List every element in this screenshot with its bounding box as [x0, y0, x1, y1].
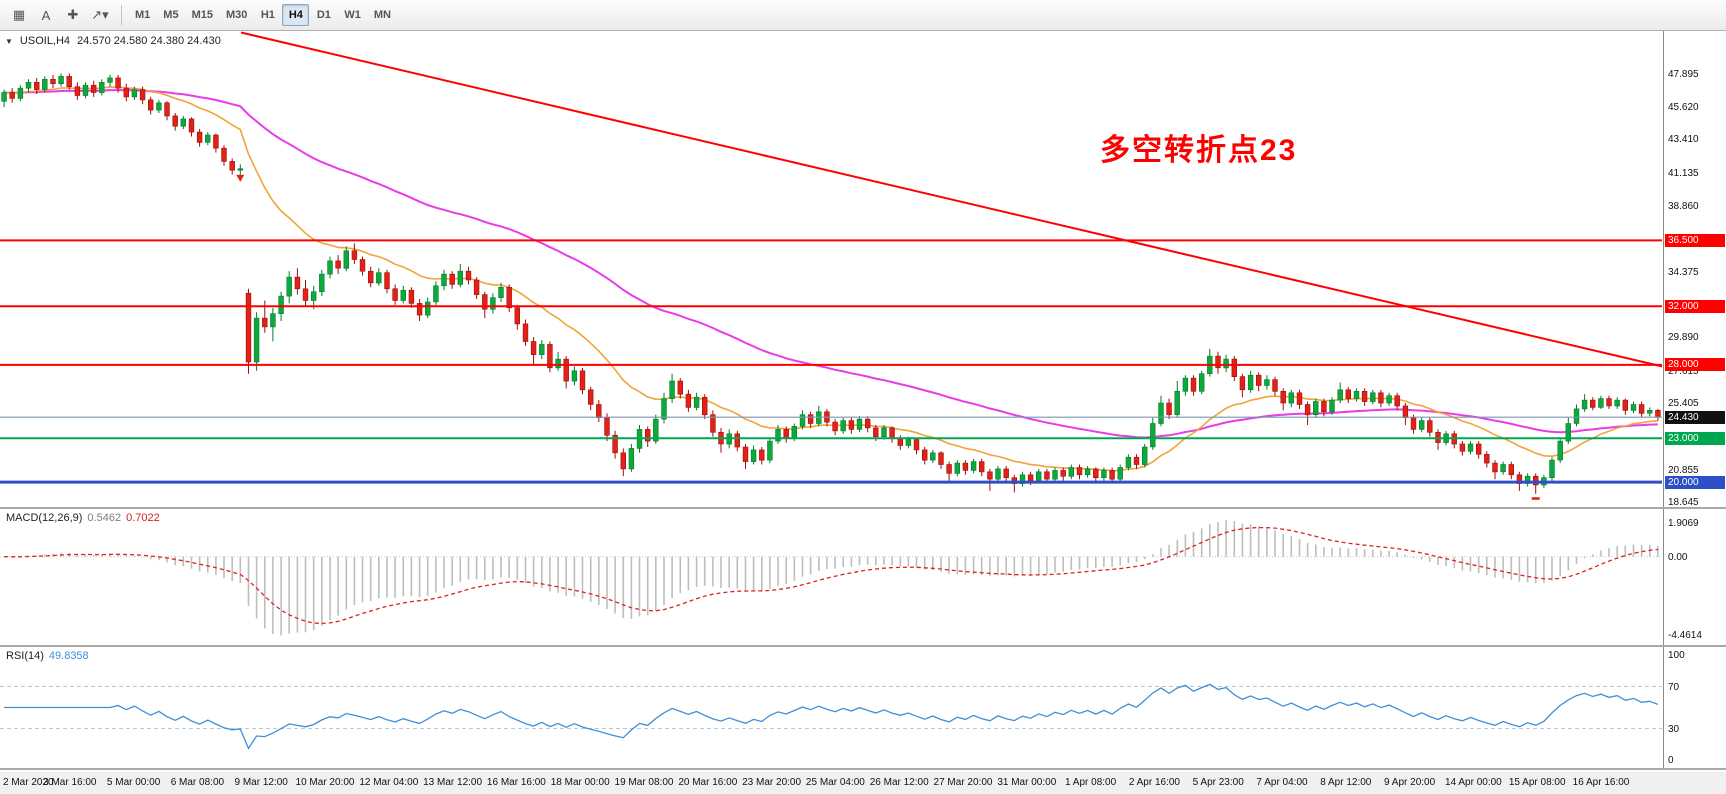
level-price-badge: 36.500 [1665, 233, 1725, 247]
timeframe-m15[interactable]: M15 [191, 9, 213, 21]
time-tick-label: 10 Mar 20:00 [295, 777, 355, 788]
shapes-dropdown-icon[interactable]: ↗▾ [91, 7, 109, 22]
toolbar-separator [121, 5, 122, 25]
time-tick-label: 8 Apr 12:00 [1320, 777, 1372, 788]
time-tick-label: 6 Mar 08:00 [170, 777, 225, 788]
chart-window: 47.895 45.620 43.410 41.135 38.860 34.375 29.8… [0, 31, 1726, 794]
rsi-tick: 70 [1668, 681, 1680, 693]
price-tick: 18.645 [1668, 496, 1699, 508]
price-tick: 29.890 [1668, 332, 1699, 344]
rsi-value: 49.8358 [48, 650, 89, 662]
price-tick: 43.410 [1668, 134, 1699, 146]
quote-header: ▼ USOIL,H4 24.570 24.580 24.380 24.430 [5, 35, 221, 47]
level-price-badge: 28.000 [1665, 358, 1725, 372]
text-tool-icon[interactable]: A [41, 7, 51, 23]
timeframe-m5[interactable]: M5 [163, 9, 179, 21]
price-tick: 38.860 [1668, 200, 1699, 212]
time-tick-label: 5 Apr 23:00 [1192, 777, 1244, 788]
price-tick: 34.375 [1668, 266, 1699, 278]
timeframe-h1[interactable]: H1 [260, 9, 275, 21]
price-axis[interactable]: 47.895 45.620 43.410 41.135 38.860 34.375 29.8… [1663, 31, 1726, 770]
macd-value-signal: 0.7022 [126, 512, 160, 524]
macd-value-main: 0.5462 [87, 512, 122, 524]
time-tick-label: 7 Apr 04:00 [1256, 777, 1308, 788]
price-tick: 20.855 [1668, 464, 1699, 476]
rsi-tick: 0 [1668, 755, 1674, 766]
price-tick: 47.895 [1668, 68, 1699, 80]
timeframe-w1[interactable]: W1 [344, 9, 361, 21]
time-axis[interactable]: 2 Mar 2020 3 Mar 16:00 5 Mar 00:00 6 Mar 08… [0, 772, 1726, 794]
symbol-label: USOIL,H4 [19, 35, 71, 47]
macd-tick: -4.4614 [1668, 630, 1702, 642]
price-tick: 45.620 [1668, 101, 1699, 113]
time-tick-label: 9 Apr 20:00 [1384, 777, 1436, 788]
macd-name: MACD(12,26,9) [6, 512, 83, 524]
timeframe-bar: M1 M5 M15 M30 H1 H4 D1 W1 MN [129, 4, 398, 26]
timeframe-h4[interactable]: H4 [282, 4, 310, 26]
time-tick-label: 16 Mar 16:00 [486, 777, 546, 788]
level-price-badge: 23.000 [1665, 431, 1725, 445]
time-tick-label: 3 Mar 16:00 [43, 777, 97, 788]
panel-separator [0, 768, 1726, 770]
time-tick-label: 14 Apr 00:00 [1445, 777, 1502, 788]
time-tick-label: 15 Apr 08:00 [1508, 777, 1566, 788]
time-tick-label: 1 Apr 08:00 [1065, 777, 1117, 788]
macd-tick: 1.9069 [1668, 518, 1699, 529]
windows-grid-icon[interactable]: ▦ [12, 7, 26, 22]
crosshair-tool-icon[interactable]: ✚ [67, 7, 79, 22]
rsi-canvas[interactable] [0, 647, 1662, 768]
timeframe-d1[interactable]: D1 [316, 9, 331, 21]
price-tick: 25.405 [1668, 397, 1699, 409]
ohlc-values: 24.570 24.580 24.380 24.430 [77, 35, 221, 47]
timeframe-m1[interactable]: M1 [135, 9, 151, 21]
time-tick-label: 2 Mar 2020 [3, 777, 54, 788]
macd-tick: 0.00 [1668, 551, 1688, 563]
timeframe-mn[interactable]: MN [373, 9, 391, 21]
level-price-badge: 32.000 [1665, 299, 1725, 313]
time-tick-label: 31 Mar 00:00 [997, 777, 1057, 788]
collapse-icon[interactable]: ▼ [5, 36, 13, 46]
time-tick-label: 23 Mar 20:00 [742, 777, 802, 788]
macd-canvas[interactable] [0, 509, 1662, 645]
toolbar-tools: ▦ A ✚ ↗▾ [6, 3, 114, 27]
time-tick-label: 13 Mar 12:00 [423, 777, 483, 788]
time-tick-label: 9 Mar 12:00 [234, 777, 288, 788]
rsi-name: RSI(14) [6, 650, 44, 662]
panel-separator[interactable] [0, 507, 1726, 509]
macd-label: MACD(12,26,9) 0.5462 0.7022 [6, 512, 165, 524]
panel-separator[interactable] [0, 645, 1726, 647]
time-tick-label: 12 Mar 04:00 [359, 777, 419, 788]
time-tick-label: 25 Mar 04:00 [805, 777, 865, 788]
time-tick-label: 27 Mar 20:00 [933, 777, 993, 788]
timeframe-m30[interactable]: M30 [225, 9, 248, 21]
rsi-tick: 100 [1668, 650, 1685, 661]
main-chart-canvas[interactable] [0, 31, 1662, 507]
time-tick-label: 16 Apr 16:00 [1572, 777, 1630, 788]
level-price-badge: 20.000 [1665, 475, 1725, 489]
time-tick-label: 20 Mar 16:00 [678, 777, 738, 788]
chart-annotation: 多空转折点23 [1100, 134, 1298, 167]
time-tick-label: 18 Mar 00:00 [550, 777, 610, 788]
time-tick-label: 26 Mar 12:00 [869, 777, 929, 788]
time-tick-label: 19 Mar 08:00 [614, 777, 674, 788]
price-tick: 41.135 [1668, 167, 1699, 179]
rsi-tick: 30 [1668, 723, 1680, 735]
time-tick-label: 2 Apr 16:00 [1128, 777, 1180, 788]
time-tick-label: 5 Mar 00:00 [106, 777, 161, 788]
bid-price-badge: 24.430 [1665, 410, 1725, 424]
toolbar: ▦ A ✚ ↗▾ M1 M5 M15 M30 H1 H4 D1 W1 MN [0, 0, 1726, 31]
rsi-label: RSI(14) 49.8358 [6, 650, 94, 662]
